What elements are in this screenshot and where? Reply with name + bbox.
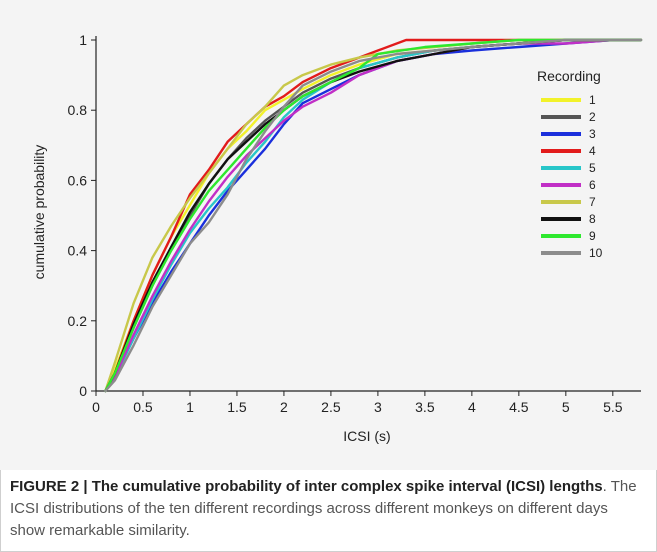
legend-label: 4 xyxy=(589,144,596,158)
chart-series xyxy=(104,38,643,393)
legend-label: 10 xyxy=(589,246,603,260)
series-line-10 xyxy=(104,38,643,393)
y-tick-label: 0.2 xyxy=(68,313,88,329)
series-line-9 xyxy=(104,38,643,393)
x-tick-label: 5.5 xyxy=(603,399,623,415)
x-tick-label: 0.5 xyxy=(133,399,153,415)
legend-label: 7 xyxy=(589,195,596,209)
series-line-8 xyxy=(104,38,643,393)
chart-legend: Recording 1 2 3 4 5 6 7 8 9 10 xyxy=(537,68,603,260)
x-tick-label: 1 xyxy=(186,399,194,415)
series-line-2 xyxy=(104,38,643,393)
legend-label: 2 xyxy=(589,110,596,124)
series-line-5 xyxy=(104,38,643,393)
caption-label: FIGURE 2 | The cumulative probability of… xyxy=(10,478,603,495)
series-line-3 xyxy=(104,38,643,393)
legend-label: 1 xyxy=(589,93,596,107)
x-tick-label: 4 xyxy=(468,399,476,415)
legend-label: 6 xyxy=(589,178,596,192)
legend-label: 9 xyxy=(589,229,596,243)
legend-label: 5 xyxy=(589,161,596,175)
y-tick-label: 0.4 xyxy=(68,243,88,259)
legend-label: 3 xyxy=(589,127,596,141)
figure-panel: 0 0.5 1 1.5 2 2.5 3 3.5 4 4.5 5 5.5 0 0.2 0.4 0.6 0.8 1 R… xyxy=(0,0,657,470)
x-tick-label: 0 xyxy=(92,399,100,415)
x-tick-label: 2.5 xyxy=(321,399,341,415)
legend-label: 8 xyxy=(589,212,596,226)
series-line-7 xyxy=(104,38,643,393)
x-tick-label: 2 xyxy=(280,399,288,415)
figure-caption: FIGURE 2 | The cumulative probability of… xyxy=(10,476,645,542)
y-tick-label: 0 xyxy=(79,383,87,399)
series-line-6 xyxy=(104,38,643,393)
x-tick-label: 3 xyxy=(374,399,382,415)
x-tick-label: 4.5 xyxy=(509,399,529,415)
series-line-1 xyxy=(104,38,643,393)
y-tick-label: 1 xyxy=(79,32,87,48)
y-tick-label: 0.8 xyxy=(68,102,88,118)
x-axis-label: ICSI (s) xyxy=(343,428,390,444)
x-tick-label: 3.5 xyxy=(415,399,435,415)
chart-axes: 0 0.5 1 1.5 2 2.5 3 3.5 4 4.5 5 5.5 0 0.2 0.4 0.6 0.8 1 xyxy=(68,32,641,415)
series-line-4 xyxy=(104,38,643,393)
legend-title: Recording xyxy=(537,68,601,84)
x-tick-label: 5 xyxy=(562,399,570,415)
x-tick-label: 1.5 xyxy=(227,399,247,415)
cumulative-probability-chart: 0 0.5 1 1.5 2 2.5 3 3.5 4 4.5 5 5.5 0 0.2 0.4 0.6 0.8 1 R… xyxy=(31,32,643,444)
y-axis-label: cumulative probability xyxy=(31,145,47,280)
y-tick-label: 0.6 xyxy=(68,172,88,188)
caption-text: . The ICSI distributions of the ten diff… xyxy=(10,478,637,539)
